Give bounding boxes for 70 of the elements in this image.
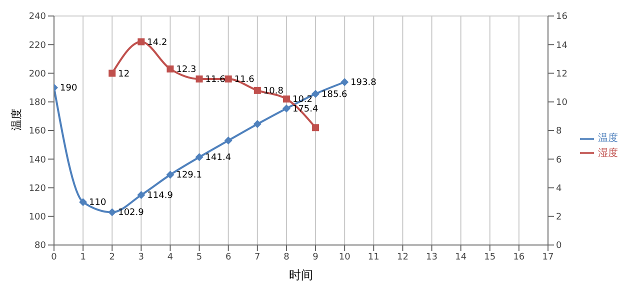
point — [195, 153, 204, 162]
x-tick-label: 7 — [254, 252, 260, 262]
point — [137, 191, 146, 200]
point — [79, 198, 88, 206]
point — [254, 86, 261, 94]
y2-tick-label: 2 — [556, 212, 562, 223]
point — [340, 78, 349, 86]
y-axis-title: 温度 — [10, 108, 23, 130]
x-tick-label: 5 — [196, 252, 202, 262]
data-label: 193.8 — [350, 78, 377, 88]
x-tick-label: 15 — [484, 252, 496, 262]
point — [108, 70, 116, 77]
x-tick-label: 6 — [225, 252, 232, 262]
y-tick-label: 100 — [28, 212, 46, 223]
legend-label: 温度 — [598, 133, 618, 144]
point — [196, 75, 203, 82]
data-label: 102.9 — [118, 208, 144, 218]
y2-tick-label: 12 — [556, 69, 568, 80]
x-tick-label: 1 — [80, 252, 86, 262]
data-label: 190 — [60, 84, 78, 94]
x-tick-label: 17 — [542, 252, 554, 262]
x-axis-title: 时间 — [289, 268, 313, 282]
x-tick-label: 11 — [368, 252, 380, 262]
y2-tick-label: 0 — [556, 241, 562, 252]
x-tick-label: 2 — [109, 252, 115, 262]
y2-tick-label: 4 — [556, 184, 562, 194]
y-tick-label: 80 — [34, 241, 46, 252]
point — [224, 75, 232, 82]
x-tick-label: 4 — [167, 252, 174, 262]
x-tick-label: 10 — [338, 252, 351, 262]
data-label: 110 — [89, 198, 107, 208]
x-tick-label: 9 — [312, 252, 319, 262]
y2-tick-label: 14 — [556, 40, 568, 51]
x-tick-label: 13 — [426, 252, 438, 262]
data-label: 12 — [118, 69, 130, 80]
y-tick-label: 160 — [28, 126, 46, 137]
x-tick-label: 8 — [284, 252, 290, 262]
y2-tick-label: 6 — [556, 155, 562, 166]
point — [312, 124, 320, 132]
point — [224, 136, 232, 145]
y-tick-label: 200 — [28, 69, 46, 80]
x-tick-label: 14 — [455, 252, 467, 262]
point — [166, 65, 174, 72]
legend-label: 湿度 — [598, 148, 618, 158]
y-tick-label: 240 — [28, 12, 46, 22]
data-label: 14.2 — [147, 38, 168, 48]
data-label: 114.9 — [147, 191, 174, 202]
data-label: 12.3 — [176, 64, 196, 75]
point — [312, 90, 320, 98]
data-label: 185.6 — [322, 90, 348, 100]
x-tick-label: 3 — [138, 252, 144, 262]
point — [166, 170, 174, 179]
y-tick-label: 120 — [28, 184, 46, 194]
point — [253, 120, 262, 128]
x-tick-label: 0 — [51, 252, 58, 262]
x-tick-label: 12 — [396, 252, 408, 262]
point — [282, 96, 290, 103]
y2-tick-label: 10 — [556, 98, 568, 108]
point — [108, 208, 116, 216]
x-tick-label: 16 — [513, 252, 525, 262]
data-label: 129.1 — [176, 170, 202, 181]
point — [138, 38, 145, 46]
y-tick-label: 140 — [28, 155, 46, 166]
y2-tick-label: 16 — [556, 12, 568, 22]
y2-tick-label: 8 — [556, 126, 562, 137]
data-label: 11.6 — [234, 74, 255, 85]
y-tick-label: 180 — [28, 98, 46, 108]
data-label: 141.4 — [205, 153, 232, 164]
y-tick-label: 220 — [28, 40, 46, 51]
point — [282, 104, 290, 112]
